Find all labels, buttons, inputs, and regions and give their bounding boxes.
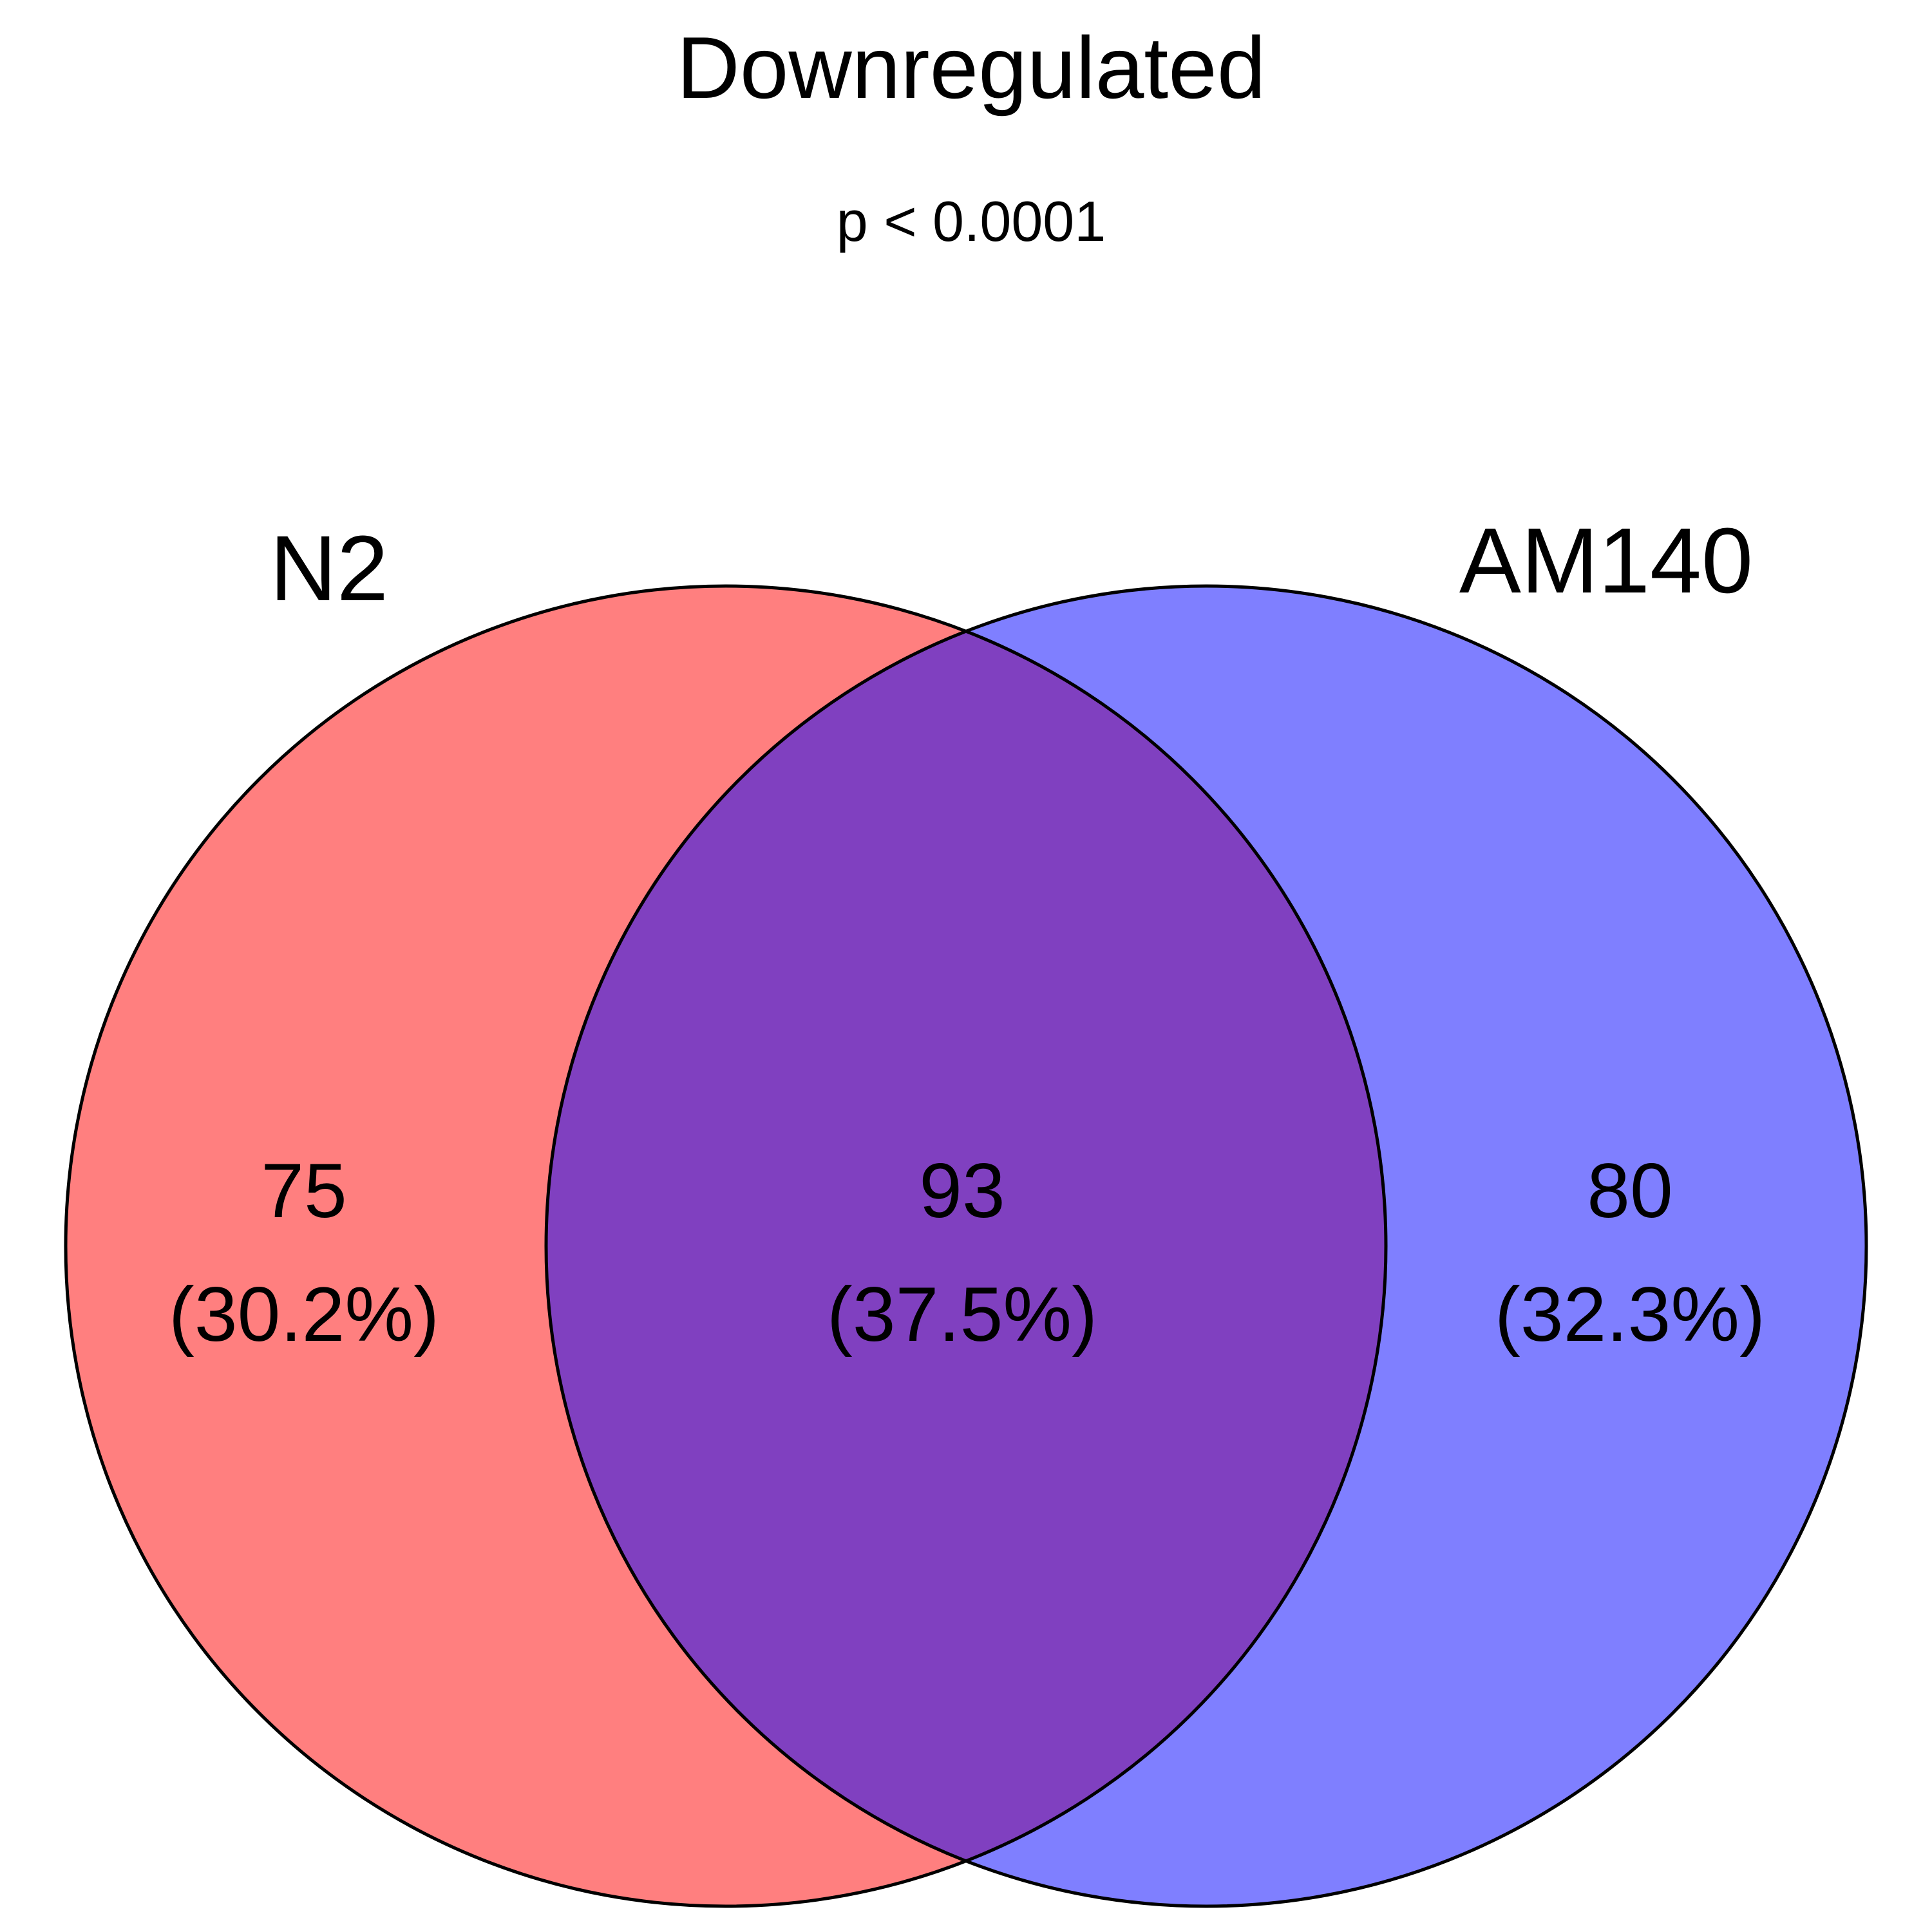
n2-circle-outline bbox=[64, 584, 1388, 1908]
chart-title: Downregulated bbox=[677, 19, 1266, 117]
n2-set-label: N2 bbox=[270, 516, 388, 620]
n2-only-count: 75 bbox=[261, 1148, 346, 1234]
overlap-count: 93 bbox=[919, 1148, 1005, 1234]
am140-set-label: AM140 bbox=[1459, 509, 1753, 612]
am140-only-percent: (32.3%) bbox=[1495, 1271, 1765, 1358]
am140-only-count: 80 bbox=[1587, 1148, 1672, 1234]
p-value-subtitle: p < 0.0001 bbox=[837, 189, 1106, 253]
n2-only-percent: (30.2%) bbox=[169, 1271, 439, 1358]
overlap-percent: (37.5%) bbox=[827, 1271, 1097, 1358]
overlap-region bbox=[546, 586, 1386, 1906]
am140-circle-outline bbox=[544, 584, 1868, 1908]
